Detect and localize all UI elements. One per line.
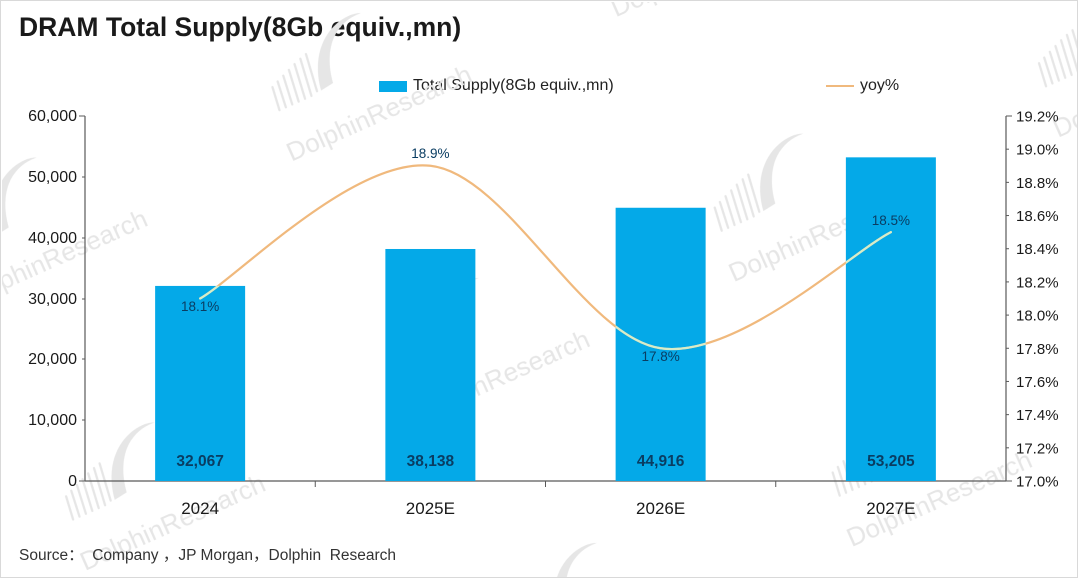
svg-text:38,138: 38,138: [407, 453, 455, 470]
svg-text:18.6%: 18.6%: [1016, 208, 1059, 225]
svg-text:50,000: 50,000: [28, 169, 77, 186]
svg-text:19.2%: 19.2%: [1016, 109, 1059, 126]
svg-text:2027E: 2027E: [866, 499, 915, 518]
svg-text:32,067: 32,067: [176, 453, 223, 470]
svg-text:60,000: 60,000: [28, 108, 77, 125]
svg-text:20,000: 20,000: [28, 351, 77, 368]
svg-text:18.9%: 18.9%: [411, 146, 449, 161]
svg-text:17.4%: 17.4%: [1016, 407, 1059, 424]
svg-text:17.8%: 17.8%: [641, 349, 679, 364]
svg-text:17.6%: 17.6%: [1016, 374, 1059, 391]
svg-text:0: 0: [68, 473, 77, 490]
svg-text:2024: 2024: [181, 499, 219, 518]
svg-text:18.2%: 18.2%: [1016, 274, 1059, 291]
svg-text:18.8%: 18.8%: [1016, 175, 1059, 192]
svg-text:18.0%: 18.0%: [1016, 308, 1059, 325]
svg-text:18.5%: 18.5%: [872, 213, 910, 228]
svg-text:2025E: 2025E: [406, 499, 455, 518]
svg-text:18.1%: 18.1%: [181, 299, 219, 314]
svg-text:17.2%: 17.2%: [1016, 440, 1059, 457]
svg-text:19.0%: 19.0%: [1016, 142, 1059, 159]
svg-text:17.8%: 17.8%: [1016, 341, 1059, 358]
svg-text:44,916: 44,916: [637, 453, 685, 470]
svg-text:10,000: 10,000: [28, 412, 77, 429]
svg-text:17.0%: 17.0%: [1016, 474, 1059, 491]
svg-text:2026E: 2026E: [636, 499, 685, 518]
svg-text:40,000: 40,000: [28, 230, 77, 247]
svg-text:18.4%: 18.4%: [1016, 241, 1059, 258]
svg-text:30,000: 30,000: [28, 291, 77, 308]
svg-text:53,205: 53,205: [867, 453, 915, 470]
